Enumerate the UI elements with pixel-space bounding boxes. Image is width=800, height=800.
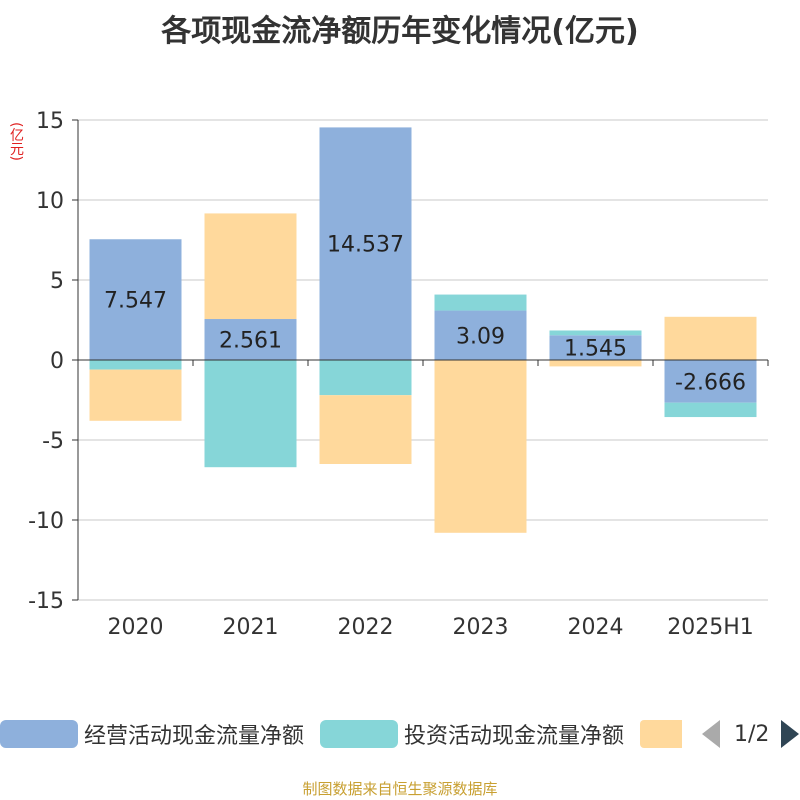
legend-label-investing: 投资活动现金流量净额 (404, 724, 625, 749)
x-tick-label: 2024 (568, 615, 624, 640)
y-tick-label: 15 (36, 109, 64, 134)
legend-item-investing[interactable]: 投资活动现金流量净额 (320, 714, 624, 754)
bar-series3-2021 (204, 213, 297, 320)
legend-next-icon[interactable] (781, 720, 800, 748)
x-tick-label: 2020 (108, 615, 164, 640)
bar-series2-2022 (319, 360, 412, 396)
legend-swatch-investing (320, 720, 398, 748)
y-tick-label: -10 (28, 509, 64, 534)
y-tick-label: 5 (50, 269, 64, 294)
bar-series3-2024 (549, 360, 642, 367)
data-label: 7.547 (104, 289, 167, 314)
bar-series1-2021 (204, 319, 297, 360)
chart-title: 各项现金流净额历年变化情况(亿元) (161, 14, 639, 49)
bar-series2-2020 (89, 360, 182, 370)
legend: 经营活动现金流量净额 投资活动现金流量净额 1/2 (0, 714, 800, 754)
x-tick-label: 2022 (338, 615, 394, 640)
data-label: 14.537 (327, 233, 404, 258)
data-labels: 7.547 2.561 14.537 3.09 1.545 -2.666 (104, 233, 746, 396)
data-label: 1.545 (564, 337, 627, 362)
bar-series1-2022 (319, 127, 412, 361)
legend-label-operating: 经营活动现金流量净额 (84, 724, 305, 749)
source-footer: 制图数据来自恒生聚源数据库 (302, 780, 498, 798)
axes: 15 10 5 0 -5 -10 -15 2020 2021 2022 2023 2024 2025H1 (28, 109, 769, 640)
bars (89, 127, 757, 533)
legend-item-third[interactable] (640, 714, 682, 754)
data-label: -2.666 (675, 370, 746, 395)
legend-swatch-third (640, 720, 682, 748)
legend-prev-icon[interactable] (702, 720, 720, 748)
legend-item-operating[interactable]: 经营活动现金流量净额 (0, 714, 304, 754)
legend-swatch-operating (0, 720, 78, 748)
y-axis-unit-label: (亿元) (8, 122, 24, 161)
bar-series2-2023 (434, 294, 527, 311)
data-label: 2.561 (219, 329, 282, 354)
bar-series1-2025H1 (664, 360, 757, 403)
bar-series1-2020 (89, 239, 182, 360)
bar-series2-2025H1 (664, 402, 757, 418)
x-tick-label: 2023 (453, 615, 509, 640)
bar-series2-2021 (204, 360, 297, 468)
y-tick-label: 0 (50, 349, 64, 374)
x-tick-label: 2025H1 (667, 615, 754, 640)
bar-series3-2020 (89, 369, 182, 421)
bar-series2-2024 (549, 330, 642, 336)
bar-series3-2025H1 (664, 316, 757, 360)
bar-series1-2023 (434, 310, 527, 360)
legend-page-indicator: 1/2 (734, 721, 770, 747)
legend-pager: 1/2 (702, 714, 800, 754)
data-label: 3.09 (456, 324, 505, 349)
y-tick-label: -15 (28, 589, 64, 614)
y-tick-label: 10 (36, 189, 64, 214)
bar-series3-2022 (319, 395, 412, 464)
x-tick-label: 2021 (223, 615, 279, 640)
bar-series1-2024 (549, 335, 642, 360)
bar-series3-2023 (434, 360, 527, 533)
y-tick-label: -5 (42, 429, 64, 454)
